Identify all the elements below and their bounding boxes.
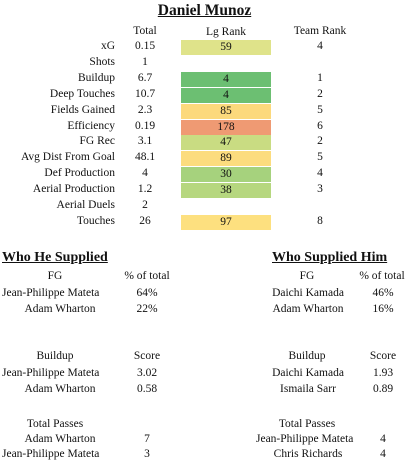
stat-team-rank: 2 — [317, 135, 323, 148]
supplied-him-passes-name-1: Jean-Philippe Mateta — [256, 433, 354, 445]
stat-team-rank: 3 — [317, 183, 323, 196]
supplied-passes-name-2: Jean-Philippe Mateta — [2, 448, 100, 460]
supplied-passes-value-1: 7 — [144, 433, 150, 445]
stat-total: 6.7 — [137, 71, 153, 84]
stat-lg-rank: 89 — [181, 151, 271, 167]
player-name-title: Daniel Munoz — [157, 2, 252, 19]
supplied-him-passes-value-1: 4 — [380, 433, 386, 445]
stat-team-rank: 2 — [317, 87, 323, 100]
stat-total: 1 — [142, 55, 148, 68]
supplied-him-buildup-value-2: 0.89 — [372, 383, 394, 395]
supplied-him-passes-value-2: 4 — [380, 448, 386, 460]
stat-team-rank: 5 — [317, 151, 323, 164]
stat-label: Buildup — [77, 71, 115, 84]
supplied-him-pct-header: % of total — [359, 270, 405, 282]
supplied-him-fg-name-2: Adam Wharton — [272, 303, 344, 315]
stat-label: Aerial Production — [32, 183, 115, 196]
stat-label: FG Rec — [79, 135, 115, 148]
stat-label: Avg Dist From Goal — [20, 151, 115, 164]
stat-label: Touches — [76, 214, 115, 227]
stat-lg-rank: 4 — [181, 87, 271, 103]
who-supplied-him-title: Who Supplied Him — [272, 250, 388, 265]
supplied-him-fg-value-1: 46% — [372, 287, 394, 299]
supplied-passes-name-1: Adam Wharton — [24, 433, 96, 445]
supplied-fg-header: FG — [47, 270, 63, 282]
supplied-him-fg-value-2: 16% — [372, 303, 394, 315]
stat-label: Efficiency — [67, 119, 115, 132]
team-rank-header: Team Rank — [293, 25, 347, 37]
stat-lg-rank: 178 — [181, 119, 271, 135]
stat-total: 26 — [139, 214, 151, 227]
supplied-fg-value-2: 22% — [136, 303, 158, 315]
stat-label: Shots — [89, 55, 115, 68]
supplied-score-header: Score — [133, 350, 161, 362]
stat-label: xG — [100, 40, 115, 52]
supplied-fg-value-1: 64% — [136, 287, 158, 299]
supplied-him-buildup-value-1: 1.93 — [372, 367, 394, 379]
stat-total: 0.19 — [134, 119, 156, 132]
supplied-him-fg-name-1: Daichi Kamada — [272, 287, 344, 299]
stat-team-rank: 8 — [317, 214, 323, 227]
supplied-him-buildup-header: Buildup — [288, 350, 326, 362]
stat-lg-rank: 47 — [181, 135, 271, 151]
stat-team-rank: 4 — [317, 167, 323, 180]
supplied-buildup-name-1: Jean-Philippe Mateta — [2, 367, 100, 379]
supplied-him-passes-header: Total Passes — [278, 418, 336, 430]
stat-team-rank: 6 — [317, 119, 323, 132]
supplied-him-buildup-name-2: Ismaila Sarr — [280, 383, 336, 395]
stat-label: Deep Touches — [49, 87, 115, 100]
supplied-buildup-name-2: Adam Wharton — [24, 383, 96, 395]
stat-label: Def Production — [44, 167, 115, 180]
stat-label: Aerial Duels — [56, 199, 115, 211]
stat-lg-rank: 4 — [181, 71, 271, 87]
stat-team-rank: 4 — [317, 40, 323, 52]
lg-rank-header: Lg Rank — [206, 26, 246, 38]
supplied-passes-value-2: 3 — [144, 448, 150, 460]
supplied-buildup-header: Buildup — [36, 350, 74, 362]
stat-total: 3.1 — [137, 135, 153, 148]
supplied-him-score-header: Score — [369, 350, 397, 362]
supplied-fg-name-2: Adam Wharton — [24, 303, 96, 315]
stat-total: 1.2 — [137, 183, 153, 196]
stat-total: 2.3 — [137, 103, 153, 116]
total-header: Total — [133, 25, 157, 37]
supplied-him-fg-header: FG — [299, 270, 315, 282]
stat-lg-rank: 30 — [181, 167, 271, 183]
stat-team-rank: 5 — [317, 103, 323, 116]
stat-total: 0.15 — [134, 40, 156, 52]
supplied-buildup-value-1: 3.02 — [136, 367, 158, 379]
supplied-passes-header: Total Passes — [26, 418, 84, 430]
stat-lg-rank: 85 — [181, 103, 271, 119]
stat-total: 4 — [142, 167, 148, 180]
stat-lg-rank: 97 — [181, 214, 271, 230]
stat-team-rank: 1 — [317, 71, 323, 84]
supplied-fg-name-1: Jean-Philippe Mateta — [2, 287, 100, 299]
stat-lg-rank: 38 — [181, 183, 271, 199]
stat-total: 48.1 — [134, 151, 156, 164]
stat-total: 10.7 — [134, 87, 156, 100]
stat-label: Fields Gained — [50, 103, 115, 116]
who-he-supplied-title: Who He Supplied — [2, 250, 108, 265]
supplied-buildup-value-2: 0.58 — [136, 383, 158, 395]
stat-lg-rank: 59 — [181, 40, 271, 55]
supplied-him-passes-name-2: Chris Richards — [273, 448, 343, 460]
supplied-him-buildup-name-1: Daichi Kamada — [272, 367, 344, 379]
stat-total: 2 — [142, 199, 148, 211]
supplied-pct-header: % of total — [124, 270, 170, 282]
